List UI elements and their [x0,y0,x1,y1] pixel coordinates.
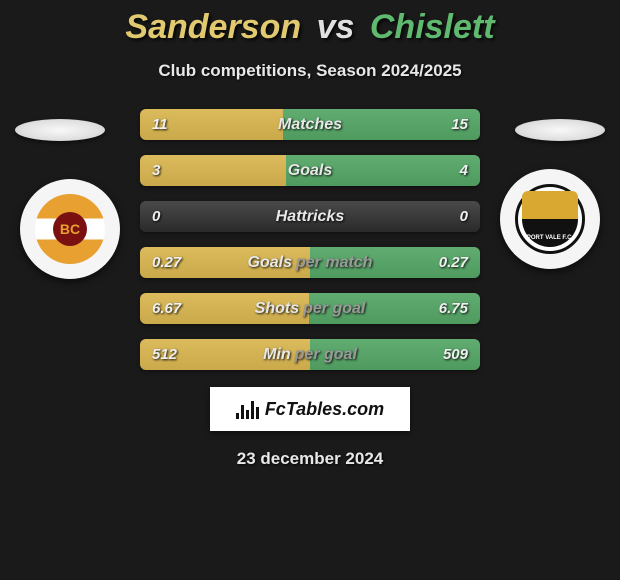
club-badge-left: BC [20,179,120,279]
stat-label-main: Goals [248,254,292,272]
stat-label: Goals [140,155,480,186]
logo-text: FcTables.com [265,399,384,420]
stat-label: Hattricks [140,201,480,232]
player1-name: Sanderson [125,8,301,46]
stat-label-main: Shots [255,300,299,318]
logo-bars-icon [236,399,259,419]
stat-value-right: 0.27 [427,247,480,278]
stat-value-left: 0.27 [140,247,193,278]
stat-value-left: 3 [140,155,172,186]
stat-label: Matches [140,109,480,140]
stat-row: Goalsper match 0.27 0.27 [140,247,480,278]
stat-value-left: 512 [140,339,189,370]
stat-label-main: Goals [288,162,332,180]
stat-value-right: 6.75 [427,293,480,324]
stat-row: Minper goal512509 [140,339,480,370]
decor-ellipse-left [15,119,105,141]
comparison-title: Sanderson vs Chislett [0,0,620,47]
stat-label-main: Hattricks [276,208,344,226]
subtitle: Club competitions, Season 2024/2025 [0,61,620,81]
decor-ellipse-right [515,119,605,141]
fctables-logo: FcTables.com [210,387,410,431]
stat-value-right: 4 [448,155,480,186]
club-badge-right: PORT VALE F.C. [500,169,600,269]
stat-label: Minper goal [140,339,480,370]
club-badge-right-inner: PORT VALE F.C. [515,184,585,254]
stat-value-right: 0 [448,201,480,232]
club-badge-left-text: BC [53,212,87,246]
infographic-date: 23 december 2024 [237,449,384,469]
stat-value-right: 509 [431,339,480,370]
stat-label-main: Matches [278,116,342,134]
stat-label-sub: per match [296,254,372,272]
stat-label-sub: per goal [295,346,357,364]
stat-value-right: 15 [439,109,480,140]
stat-label-sub: per goal [303,300,365,318]
stat-value-left: 11 [140,109,180,140]
stat-row: Shotsper goal 6.67 6.75 [140,293,480,324]
club-badge-left-inner: BC [35,194,105,264]
footer: FcTables.com 23 december 2024 [0,387,620,469]
vs-text: vs [317,8,355,46]
stat-value-left: 0 [140,201,172,232]
club-badge-right-shield: PORT VALE F.C. [522,191,578,247]
stat-row: Matches 11 15 [140,109,480,140]
stat-row: Hattricks 0 0 [140,201,480,232]
player2-name: Chislett [370,8,495,46]
stat-row: Goals 3 4 [140,155,480,186]
main-area: BC PORT VALE F.C. Matches 11 15 Goals 3 4 Hatt… [0,109,620,379]
stats-table: Matches1115Goals34Hattricks00Goalsper ma… [140,109,480,385]
stat-value-left: 6.67 [140,293,193,324]
stat-label-main: Min [263,346,291,364]
